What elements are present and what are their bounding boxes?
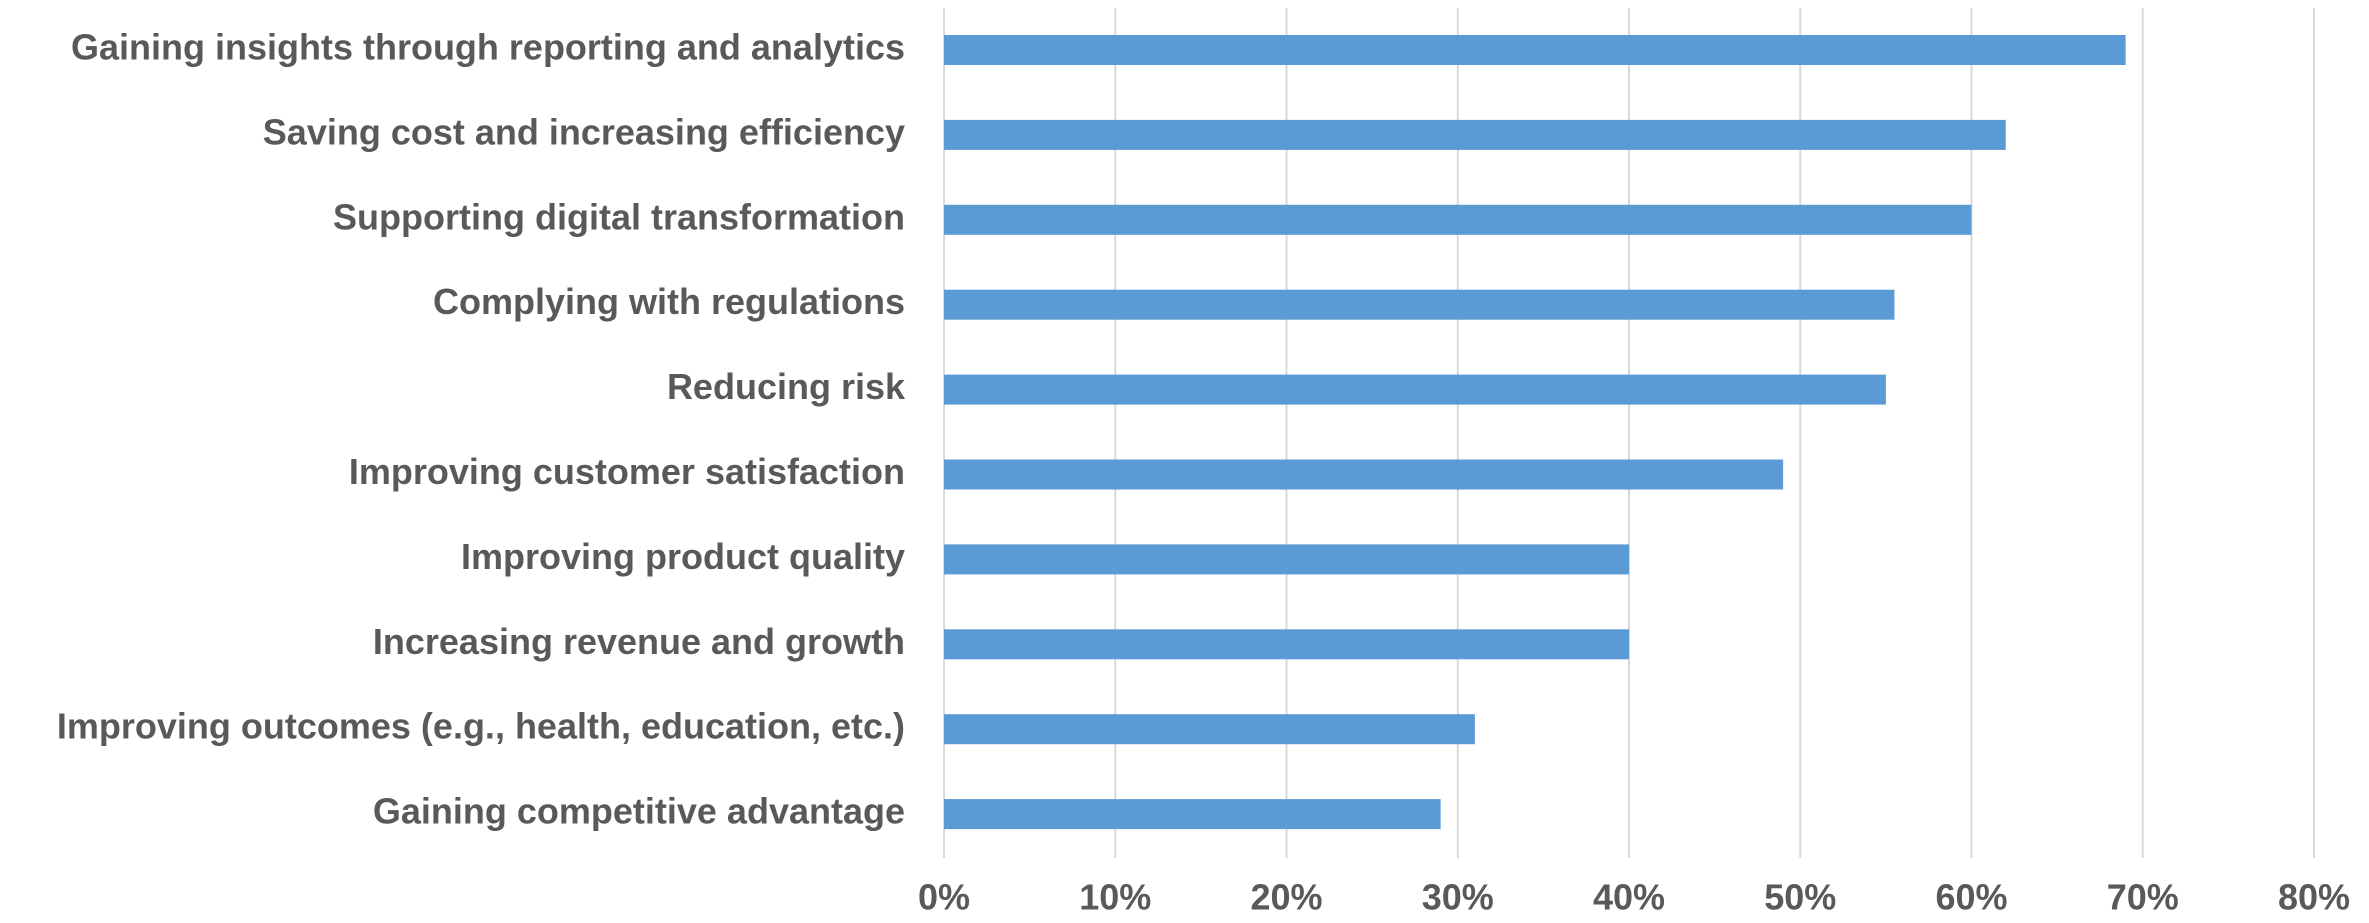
y-tick-label: Supporting digital transformation: [333, 196, 905, 237]
y-tick-label: Saving cost and increasing efficiency: [263, 111, 905, 152]
bar: [944, 799, 1441, 830]
x-tick-label: 80%: [2278, 877, 2350, 918]
bar: [944, 289, 1895, 320]
x-tick-label: 0%: [918, 877, 970, 918]
x-tick-label: 70%: [2107, 877, 2179, 918]
x-tick-label: 10%: [1079, 877, 1151, 918]
x-tick-label: 60%: [1935, 877, 2007, 918]
bar: [944, 204, 1972, 235]
x-tick-label: 20%: [1250, 877, 1322, 918]
y-tick-label: Gaining competitive advantage: [373, 791, 905, 832]
bar: [944, 119, 2006, 150]
bar: [944, 714, 1475, 745]
x-tick-label: 40%: [1593, 877, 1665, 918]
bar: [944, 629, 1629, 660]
y-tick-label: Gaining insights through reporting and a…: [71, 27, 905, 68]
bar: [944, 374, 1886, 405]
y-tick-label: Improving outcomes (e.g., health, educat…: [57, 706, 905, 747]
x-tick-label: 50%: [1764, 877, 1836, 918]
x-tick-label: 30%: [1422, 877, 1494, 918]
y-tick-label: Improving customer satisfaction: [349, 451, 905, 492]
bar: [944, 35, 2126, 65]
bar: [944, 544, 1629, 575]
y-tick-label: Complying with regulations: [433, 281, 905, 322]
bar: [944, 459, 1784, 490]
y-tick-label: Reducing risk: [667, 366, 906, 407]
y-tick-label: Increasing revenue and growth: [373, 621, 905, 662]
y-tick-label: Improving product quality: [461, 536, 905, 577]
